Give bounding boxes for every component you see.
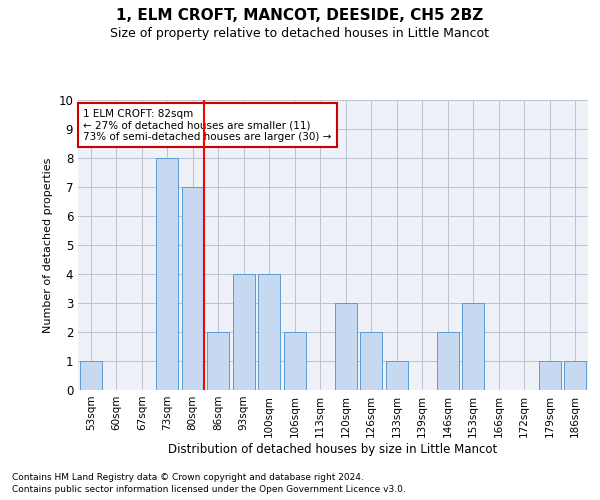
Bar xyxy=(539,361,560,390)
Bar xyxy=(437,332,458,390)
Text: Distribution of detached houses by size in Little Mancot: Distribution of detached houses by size … xyxy=(169,442,497,456)
Text: 1, ELM CROFT, MANCOT, DEESIDE, CH5 2BZ: 1, ELM CROFT, MANCOT, DEESIDE, CH5 2BZ xyxy=(116,8,484,22)
Text: Contains HM Land Registry data © Crown copyright and database right 2024.: Contains HM Land Registry data © Crown c… xyxy=(12,472,364,482)
Bar xyxy=(386,361,407,390)
Bar xyxy=(284,332,305,390)
Y-axis label: Number of detached properties: Number of detached properties xyxy=(43,158,53,332)
Text: Size of property relative to detached houses in Little Mancot: Size of property relative to detached ho… xyxy=(110,28,490,40)
Bar xyxy=(361,332,382,390)
Bar xyxy=(157,158,178,390)
Bar xyxy=(335,303,356,390)
Bar xyxy=(259,274,280,390)
Bar xyxy=(80,361,101,390)
Bar xyxy=(565,361,586,390)
Bar xyxy=(182,187,203,390)
Text: 1 ELM CROFT: 82sqm
← 27% of detached houses are smaller (11)
73% of semi-detache: 1 ELM CROFT: 82sqm ← 27% of detached hou… xyxy=(83,108,331,142)
Bar xyxy=(463,303,484,390)
Text: Contains public sector information licensed under the Open Government Licence v3: Contains public sector information licen… xyxy=(12,485,406,494)
Bar xyxy=(233,274,254,390)
Bar xyxy=(208,332,229,390)
